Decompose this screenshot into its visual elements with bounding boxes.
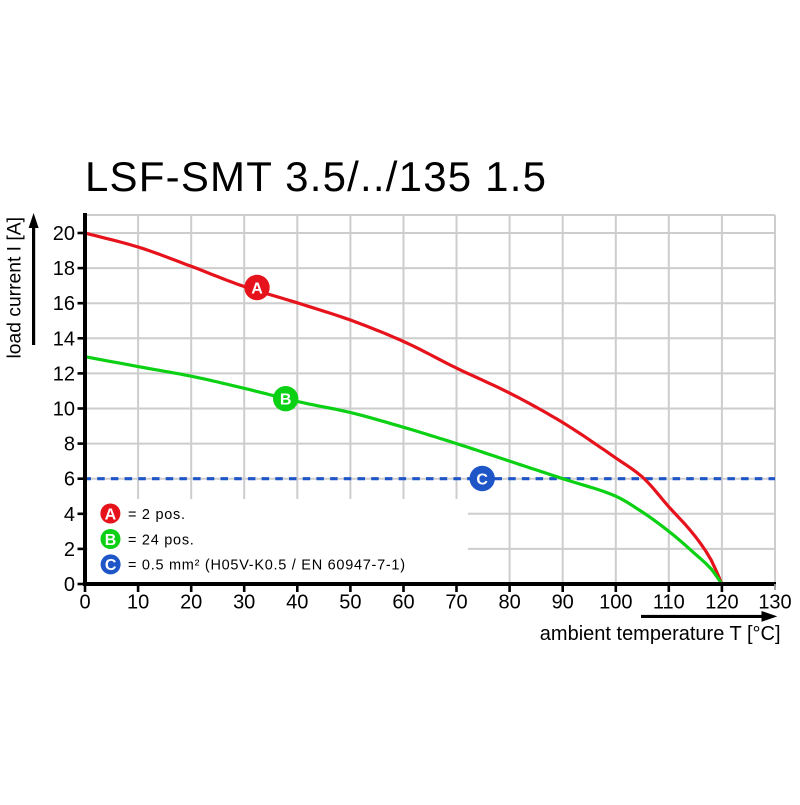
svg-text:60: 60 [392, 592, 414, 614]
svg-text:= 2 pos.: = 2 pos. [128, 507, 186, 523]
svg-text:A: A [251, 280, 263, 297]
svg-text:0: 0 [79, 592, 90, 614]
svg-text:70: 70 [445, 592, 467, 614]
svg-text:18: 18 [53, 258, 75, 280]
svg-text:= 24 pos.: = 24 pos. [128, 532, 195, 548]
svg-text:110: 110 [653, 592, 685, 614]
svg-text:10: 10 [53, 399, 75, 421]
svg-text:130: 130 [758, 592, 791, 614]
svg-text:40: 40 [286, 592, 308, 614]
svg-text:50: 50 [339, 592, 361, 614]
svg-text:B: B [105, 532, 117, 549]
svg-text:120: 120 [705, 592, 738, 614]
svg-text:ambient temperature T [°C]: ambient temperature T [°C] [540, 623, 781, 645]
svg-text:12: 12 [53, 363, 75, 385]
svg-text:20: 20 [180, 592, 202, 614]
svg-text:= 0.5 mm² (H05V-K0.5 / EN 6094: = 0.5 mm² (H05V-K0.5 / EN 60947-7-1) [128, 558, 406, 574]
svg-text:C: C [105, 557, 117, 574]
svg-text:100: 100 [599, 592, 632, 614]
svg-text:4: 4 [64, 504, 75, 526]
svg-text:80: 80 [498, 592, 520, 614]
svg-text:A: A [105, 506, 117, 523]
svg-text:C: C [476, 471, 488, 488]
svg-text:load current I [A]: load current I [A] [5, 217, 26, 358]
svg-text:8: 8 [64, 434, 75, 456]
svg-text:16: 16 [53, 293, 75, 315]
svg-text:B: B [280, 392, 292, 409]
svg-text:30: 30 [233, 592, 255, 614]
svg-text:6: 6 [64, 469, 75, 491]
svg-text:10: 10 [127, 592, 149, 614]
svg-text:0: 0 [64, 574, 75, 596]
svg-text:90: 90 [552, 592, 574, 614]
svg-text:LSF-SMT 3.5/../135 1.5: LSF-SMT 3.5/../135 1.5 [85, 153, 547, 200]
svg-text:2: 2 [64, 539, 75, 561]
svg-text:14: 14 [53, 328, 75, 350]
svg-text:20: 20 [53, 223, 75, 245]
